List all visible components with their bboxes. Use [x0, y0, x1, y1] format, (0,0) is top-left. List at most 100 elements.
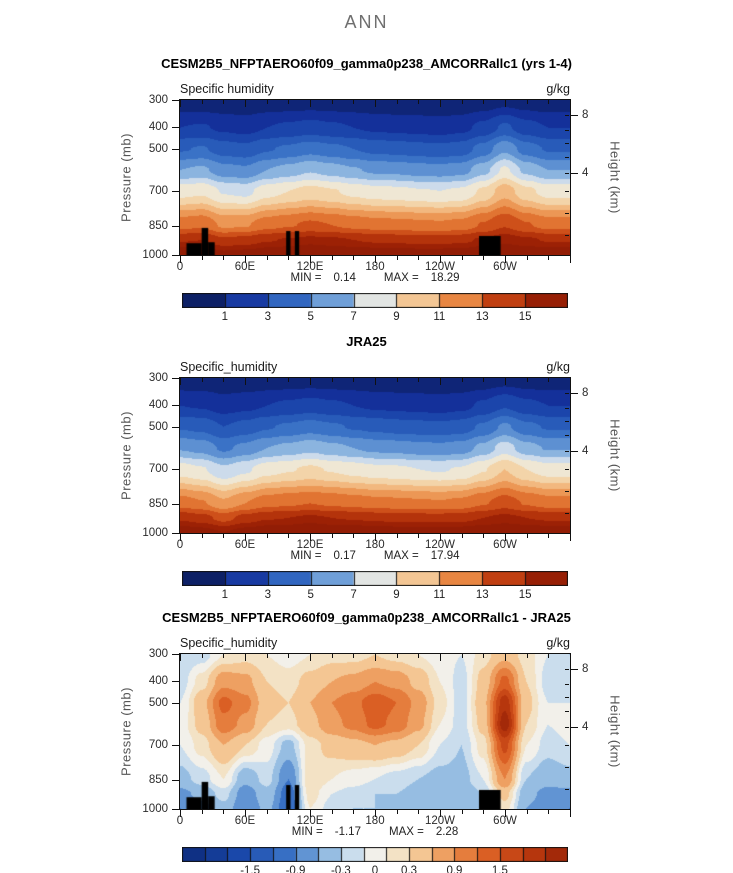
x-tick-top: [440, 654, 441, 661]
x-tick-top: [440, 100, 441, 107]
pressure-tick-label: 300: [148, 94, 168, 106]
x-tick-top: [310, 378, 311, 385]
x-tick-top: [461, 378, 463, 382]
colorbar-canvas: [182, 847, 568, 862]
x-tick-top: [288, 654, 290, 658]
height-minor-tick: [565, 490, 569, 492]
height-minor-tick: [565, 142, 569, 144]
max-label: MAX =: [388, 826, 424, 838]
x-tick-top: [288, 378, 290, 382]
height-minor-tick: [565, 727, 569, 729]
x-tick-bottom: [310, 810, 311, 817]
field-label: Specific_humidity: [180, 360, 278, 374]
x-tick-top: [505, 654, 506, 661]
x-tick-bottom: [375, 810, 376, 817]
x-tick-top: [526, 378, 528, 382]
x-tick-top: [331, 378, 333, 382]
min-value: 0.14: [333, 272, 356, 284]
min-label: MIN =: [290, 272, 322, 284]
x-tick-top: [245, 378, 246, 385]
x-tick-bottom: [245, 534, 246, 541]
pressure-tick-label: 400: [148, 675, 168, 688]
x-tick-top: [223, 654, 225, 658]
pressure-tick-label: 1000: [142, 249, 168, 261]
x-tick-bottom: [548, 534, 550, 538]
x-tick-bottom: [440, 810, 441, 817]
pressure-tick: [172, 503, 179, 505]
x-tick-top: [483, 378, 485, 382]
pressure-tick-label: 500: [148, 696, 168, 709]
x-tick-bottom: [331, 810, 333, 814]
x-tick-bottom: [418, 534, 420, 538]
colorbar-tick-label: 1.5: [491, 865, 508, 873]
height-tick: [571, 727, 578, 729]
x-tick-bottom: [201, 534, 203, 538]
colorbar-tick-label: 3: [264, 311, 271, 323]
pressure-tick: [172, 533, 179, 534]
height-tick-label: 4: [582, 445, 589, 458]
max-value: 17.94: [430, 550, 460, 562]
height-tick: [571, 451, 578, 453]
max-value: 18.29: [430, 272, 460, 284]
x-tick-top: [440, 378, 441, 385]
x-tick-bottom: [570, 534, 571, 541]
x-tick-bottom: [180, 534, 181, 541]
x-tick-bottom: [266, 810, 268, 814]
x-tick-bottom: [505, 810, 506, 817]
pressure-tick-label: 700: [148, 463, 168, 476]
lon-tick-label: 180: [365, 815, 385, 827]
lon-tick-label: 60E: [234, 539, 256, 551]
field-label: Specific_humidity: [180, 636, 278, 650]
pressure-tick-label: 850: [148, 219, 168, 232]
x-tick-top: [310, 654, 311, 661]
panel-title: JRA25: [346, 334, 387, 349]
field-canvas: [180, 100, 570, 255]
x-tick-bottom: [245, 810, 246, 817]
x-tick-bottom: [180, 810, 181, 817]
lon-tick-label: 180: [365, 261, 385, 273]
pressure-tick-label: 500: [148, 142, 168, 155]
pressure-tick-label: 1000: [142, 527, 168, 539]
x-tick-bottom: [483, 534, 485, 538]
x-tick-top: [201, 654, 203, 658]
pressure-tick: [172, 148, 179, 150]
height-tick-label: 8: [582, 109, 589, 122]
lon-tick-label: 0: [176, 539, 184, 551]
lon-tick-label: 120E: [296, 261, 324, 273]
pressure-tick-label: 850: [148, 773, 168, 786]
x-tick-bottom: [461, 256, 463, 260]
pressure-tick-label: 400: [148, 121, 168, 134]
x-tick-top: [548, 100, 550, 104]
x-tick-bottom: [461, 810, 463, 814]
pressure-tick: [172, 378, 179, 379]
x-tick-bottom: [483, 256, 485, 260]
x-tick-top: [353, 654, 355, 658]
x-tick-bottom: [331, 256, 333, 260]
x-tick-top: [288, 100, 290, 104]
x-tick-bottom: [223, 810, 225, 814]
min-value: -1.17: [334, 826, 361, 838]
pressure-tick-label: 300: [148, 648, 168, 660]
height-minor-tick: [565, 157, 569, 159]
x-tick-bottom: [526, 256, 528, 260]
x-tick-top: [396, 378, 398, 382]
x-tick-top: [375, 378, 376, 385]
colorbar-tick-label: 7: [350, 311, 357, 323]
x-tick-bottom: [483, 810, 485, 814]
colorbar-tick-label: 3: [264, 589, 271, 601]
pressure-tick: [172, 127, 179, 129]
x-tick-bottom: [526, 810, 528, 814]
plot-frame: [179, 377, 571, 534]
height-axis-label: Height (km): [607, 694, 623, 768]
x-tick-bottom: [375, 534, 376, 541]
pressure-tick: [172, 405, 179, 407]
x-tick-top: [245, 100, 246, 107]
x-tick-bottom: [418, 810, 420, 814]
x-tick-bottom: [526, 534, 528, 538]
x-tick-bottom: [288, 256, 290, 260]
pressure-tick: [172, 426, 179, 428]
x-tick-bottom: [201, 810, 203, 814]
max-label: MAX =: [383, 272, 419, 284]
height-tick: [571, 669, 578, 671]
